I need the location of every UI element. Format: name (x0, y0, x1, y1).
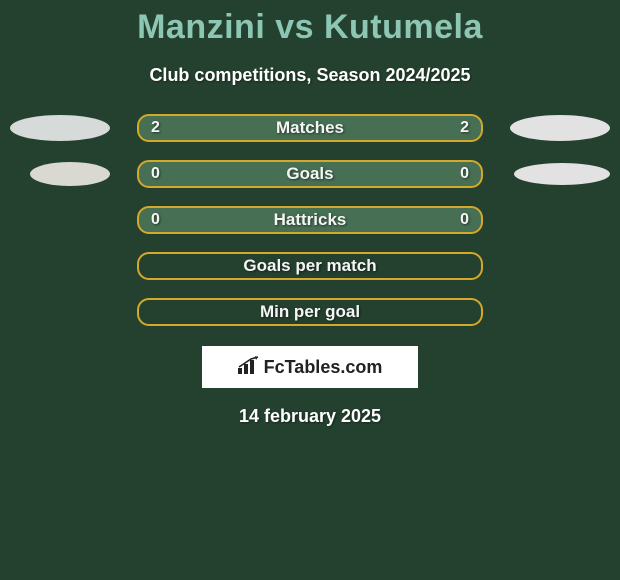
stat-rows: 2 2 Matches 0 0 Goals 0 0 Hattricks Goals per mat… (0, 116, 620, 324)
stat-bar: 0 0 Hattricks (137, 206, 483, 234)
stat-bar: 2 2 Matches (137, 114, 483, 142)
left-fill (139, 162, 310, 186)
left-value: 0 (151, 208, 160, 232)
stat-bar: Goals per match (137, 252, 483, 280)
right-oval (510, 115, 610, 141)
stat-row: Min per goal (0, 300, 620, 324)
stat-label: Min per goal (260, 302, 360, 322)
stat-row: Goals per match (0, 254, 620, 278)
stat-label: Matches (276, 118, 344, 138)
stat-row: 2 2 Matches (0, 116, 620, 140)
page-title: Manzini vs Kutumela (0, 0, 620, 47)
stat-row: 0 0 Hattricks (0, 208, 620, 232)
right-value: 0 (460, 208, 469, 232)
date-text: 14 february 2025 (0, 406, 620, 427)
left-value: 2 (151, 116, 160, 140)
stat-label: Hattricks (274, 210, 347, 230)
stat-row: 0 0 Goals (0, 162, 620, 186)
comparison-card: Manzini vs Kutumela Club competitions, S… (0, 0, 620, 580)
right-value: 0 (460, 162, 469, 186)
left-value: 0 (151, 162, 160, 186)
stat-bar: Min per goal (137, 298, 483, 326)
right-oval (514, 163, 610, 185)
logo-box[interactable]: FcTables.com (202, 346, 418, 388)
subtitle: Club competitions, Season 2024/2025 (0, 65, 620, 86)
right-fill (310, 162, 481, 186)
right-value: 2 (460, 116, 469, 140)
stat-bar: 0 0 Goals (137, 160, 483, 188)
bars-icon (238, 356, 260, 379)
left-oval (10, 115, 110, 141)
logo-text: FcTables.com (264, 357, 383, 378)
left-oval (30, 162, 110, 186)
stat-label: Goals per match (243, 256, 376, 276)
stat-label: Goals (286, 164, 333, 184)
logo: FcTables.com (238, 356, 383, 379)
